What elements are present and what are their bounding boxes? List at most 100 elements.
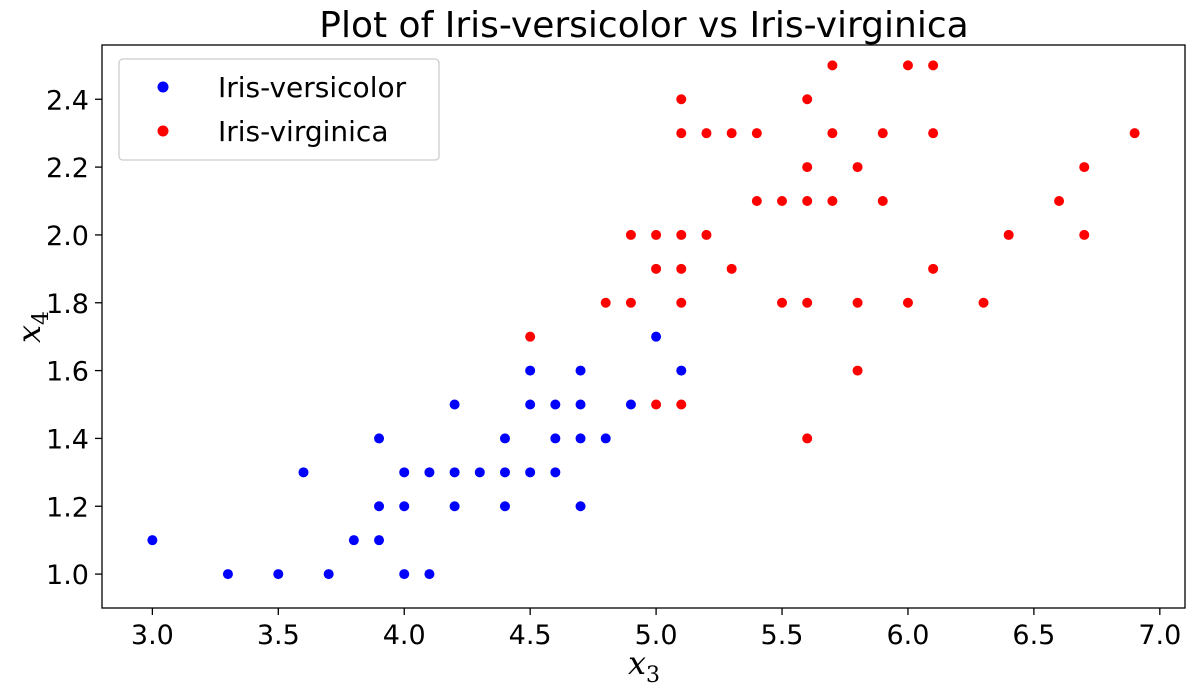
point-iris-virginica [676,399,687,410]
legend-marker-virginica [157,125,169,137]
data-points [147,60,1140,580]
x-tick-label: 4.5 [509,620,552,651]
point-iris-virginica [928,60,939,71]
point-iris-virginica [1003,229,1014,240]
x-tick-label: 6.0 [886,620,929,651]
x-tick-label: 5.0 [635,620,678,651]
y-tick-label: 1.8 [46,289,89,320]
point-iris-versicolor [399,569,410,580]
x-tick-label: 6.5 [1012,620,1055,651]
point-iris-virginica [651,399,662,410]
point-iris-virginica [701,128,712,139]
point-iris-virginica [852,162,863,173]
point-iris-versicolor [399,501,410,512]
point-iris-virginica [625,297,636,308]
point-iris-virginica [1079,162,1090,173]
point-iris-virginica [802,162,813,173]
point-iris-versicolor [273,569,284,580]
point-iris-virginica [777,297,788,308]
point-iris-virginica [751,128,762,139]
point-iris-versicolor [550,433,561,444]
point-iris-virginica [1054,196,1065,207]
y-tick-label: 2.0 [46,221,89,252]
point-iris-versicolor [298,467,309,478]
point-iris-virginica [676,297,687,308]
point-iris-versicolor [575,399,586,410]
point-iris-versicolor [374,433,385,444]
point-iris-virginica [802,94,813,105]
legend-marker-versicolor [157,81,169,93]
point-iris-virginica [1129,128,1140,139]
point-iris-virginica [651,229,662,240]
point-iris-versicolor [323,569,334,580]
point-iris-virginica [600,297,611,308]
x-tick-label: 7.0 [1138,620,1181,651]
point-iris-versicolor [600,433,611,444]
point-iris-virginica [852,365,863,376]
point-iris-versicolor [525,399,536,410]
legend-box [118,58,440,161]
point-iris-virginica [827,60,838,71]
point-iris-virginica [676,229,687,240]
x-tick-label: 5.5 [761,620,804,651]
point-iris-versicolor [399,467,410,478]
point-iris-versicolor [550,399,561,410]
point-iris-virginica [802,433,813,444]
point-iris-virginica [525,331,536,342]
point-iris-versicolor [499,501,510,512]
point-iris-versicolor [449,467,460,478]
point-iris-versicolor [575,365,586,376]
point-iris-virginica [625,229,636,240]
point-iris-virginica [676,263,687,274]
y-axis-label: x4 [10,311,54,343]
point-iris-virginica [676,128,687,139]
point-iris-versicolor [499,433,510,444]
point-iris-virginica [676,94,687,105]
point-iris-versicolor [525,365,536,376]
point-iris-versicolor [499,467,510,478]
point-iris-virginica [902,297,913,308]
point-iris-virginica [852,297,863,308]
point-iris-virginica [827,128,838,139]
point-iris-virginica [978,297,989,308]
point-iris-versicolor [449,399,460,410]
point-iris-versicolor [575,433,586,444]
point-iris-virginica [877,196,888,207]
point-iris-versicolor [374,535,385,546]
point-iris-virginica [1079,229,1090,240]
point-iris-virginica [777,196,788,207]
x-axis: 3.0 3.5 4.0 4.5 5.0 5.5 6.0 6.5 7.0 [131,608,1181,651]
y-tick-label: 1.2 [46,492,89,523]
x-tick-label: 4.0 [383,620,426,651]
point-iris-versicolor [424,569,435,580]
point-iris-versicolor [147,535,158,546]
x-axis-label: x3 [628,644,660,688]
point-iris-versicolor [374,501,385,512]
point-iris-versicolor [525,467,536,478]
legend-label-virginica: Iris-virginica [218,115,389,148]
x-tick-label: 3.0 [131,620,174,651]
legend: Iris-versicolor Iris-virginica [118,58,440,161]
point-iris-virginica [877,128,888,139]
point-iris-versicolor [474,467,485,478]
x-tick-label: 3.5 [257,620,300,651]
point-iris-virginica [701,229,712,240]
point-iris-virginica [802,196,813,207]
y-tick-label: 1.0 [46,560,89,591]
point-iris-versicolor [424,467,435,478]
y-tick-label: 1.6 [46,357,89,388]
point-iris-virginica [928,128,939,139]
point-iris-versicolor [676,365,687,376]
point-iris-versicolor [348,535,359,546]
y-tick-label: 1.4 [46,424,89,455]
point-iris-virginica [802,297,813,308]
y-axis: 1.0 1.2 1.4 1.6 1.8 2.0 2.2 2.4 [46,85,102,591]
y-tick-label: 2.4 [46,85,89,116]
point-iris-virginica [928,263,939,274]
point-iris-versicolor [651,331,662,342]
point-iris-virginica [827,196,838,207]
point-iris-virginica [651,263,662,274]
point-iris-versicolor [625,399,636,410]
legend-label-versicolor: Iris-versicolor [218,71,407,104]
point-iris-versicolor [550,467,561,478]
